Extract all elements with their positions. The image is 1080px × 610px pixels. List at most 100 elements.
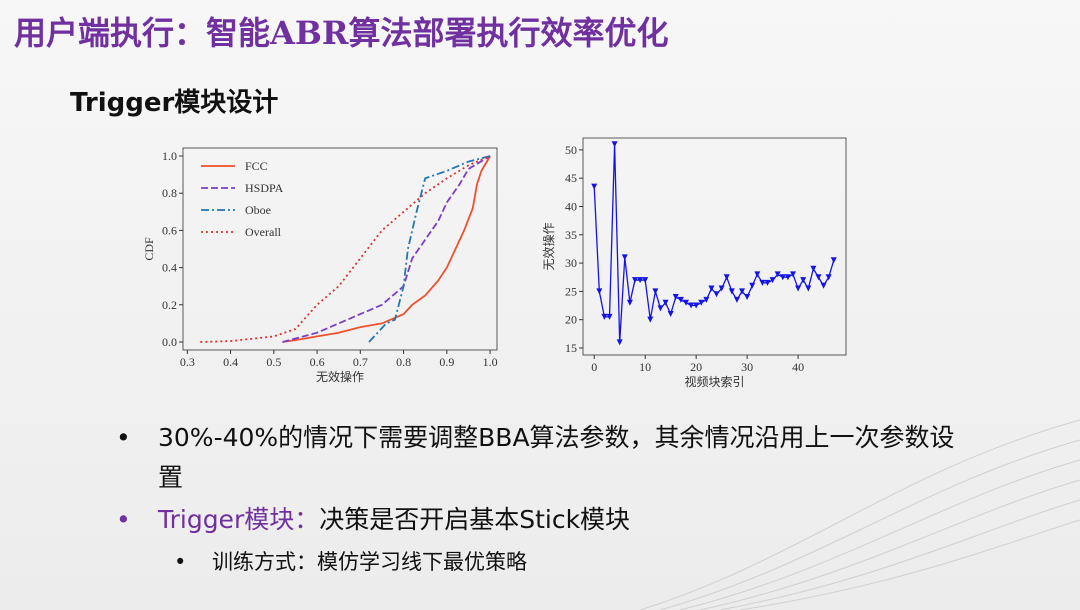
y-tick-label: 50 <box>565 143 577 157</box>
marker <box>703 296 710 303</box>
plot-frame <box>182 147 498 351</box>
marker <box>718 285 725 292</box>
x-tick-label: 10 <box>639 360 651 374</box>
marker <box>815 274 822 281</box>
y-tick-label: 25 <box>565 284 577 298</box>
marker <box>652 288 659 295</box>
background-waves <box>639 419 1080 610</box>
marker <box>672 294 679 301</box>
x-tick-label: 0.7 <box>353 355 368 369</box>
marker <box>616 339 623 346</box>
y-tick-label: 0.2 <box>162 298 177 312</box>
series-line <box>368 155 491 343</box>
y-tick-label: 1.0 <box>162 149 177 163</box>
marker <box>810 265 817 272</box>
legend-label: Overall <box>245 225 282 239</box>
marker <box>601 313 608 320</box>
marker <box>749 282 756 289</box>
marker <box>759 279 766 286</box>
y-tick-label: 0.0 <box>162 335 177 349</box>
x-tick-label: 20 <box>690 360 702 374</box>
bullet: Trigger模块：决策是否开启基本Stick模块 <box>116 500 631 540</box>
y-axis-label: 无效操作 <box>541 222 556 270</box>
marker <box>830 257 837 264</box>
x-tick-label: 0.4 <box>223 355 238 369</box>
marker <box>621 254 628 261</box>
marker <box>596 288 603 295</box>
x-tick-label: 0.5 <box>266 355 281 369</box>
marker <box>606 313 613 320</box>
marker <box>805 285 812 292</box>
x-tick-label: 40 <box>792 360 804 374</box>
series-line <box>200 155 491 343</box>
marker <box>733 296 740 303</box>
x-tick-label: 0.3 <box>180 355 195 369</box>
x-tick-label: 0.9 <box>439 355 454 369</box>
y-tick-label: 0.4 <box>162 261 177 275</box>
legend-label: FCC <box>245 159 268 173</box>
y-tick-label: 40 <box>565 199 577 213</box>
x-tick-label: 0 <box>591 360 597 374</box>
marker <box>682 299 689 306</box>
bullet-label: Trigger模块： <box>158 505 320 534</box>
marker <box>774 271 781 278</box>
x-tick-label: 0.8 <box>396 355 411 369</box>
y-axis-label: CDF <box>142 237 156 261</box>
marker <box>713 291 720 298</box>
marker <box>769 277 776 284</box>
marker <box>723 274 730 281</box>
marker <box>820 282 827 289</box>
marker <box>677 296 684 303</box>
series-line <box>593 144 835 343</box>
legend-label: HSDPA <box>245 181 284 195</box>
y-tick-label: 0.8 <box>162 186 177 200</box>
marker <box>591 183 598 190</box>
y-tick-label: 20 <box>565 313 577 327</box>
y-tick-label: 35 <box>565 228 577 242</box>
marker <box>764 279 771 286</box>
y-tick-label: 45 <box>565 171 577 185</box>
marker <box>744 294 751 301</box>
marker <box>698 299 705 306</box>
bullet: 30%-40%的情况下需要调整BBA算法参数，其余情况沿用上一次参数设置 <box>116 418 958 498</box>
marker <box>795 285 802 292</box>
marker <box>825 274 832 281</box>
marker <box>647 316 654 323</box>
marker <box>739 288 746 295</box>
marker <box>667 311 674 318</box>
x-tick-label: 30 <box>741 360 753 374</box>
marker <box>631 277 638 284</box>
x-axis-label: 无效操作 <box>316 369 364 384</box>
series-line <box>282 155 491 343</box>
marker <box>784 274 791 281</box>
legend-label: Oboe <box>245 203 271 217</box>
x-tick-label: 1.0 <box>483 355 498 369</box>
marker <box>789 271 796 278</box>
marker <box>611 141 618 148</box>
y-tick-label: 15 <box>565 341 577 355</box>
plot-frame <box>582 137 847 356</box>
marker <box>642 277 649 284</box>
y-tick-label: 30 <box>565 256 577 270</box>
marker <box>626 299 633 306</box>
marker <box>637 277 644 284</box>
section-title: Trigger模块设计 <box>70 88 279 118</box>
marker <box>693 302 700 309</box>
marker <box>708 285 715 292</box>
bullet-text: 决策是否开启基本Stick模块 <box>319 505 631 534</box>
marker <box>728 288 735 295</box>
series-line <box>282 155 491 343</box>
marker <box>779 274 786 281</box>
x-axis-label: 视频块索引 <box>684 374 744 389</box>
x-tick-label: 0.6 <box>310 355 325 369</box>
marker <box>657 305 664 312</box>
y-tick-label: 0.6 <box>162 223 177 237</box>
marker <box>688 302 695 309</box>
marker <box>662 299 669 306</box>
slide-title: 用户端执行：智能ABR算法部署执行效率优化 <box>14 14 669 52</box>
marker <box>800 277 807 284</box>
sub-bullet: 训练方式：模仿学习线下最优策略 <box>174 542 527 582</box>
marker <box>754 271 761 278</box>
